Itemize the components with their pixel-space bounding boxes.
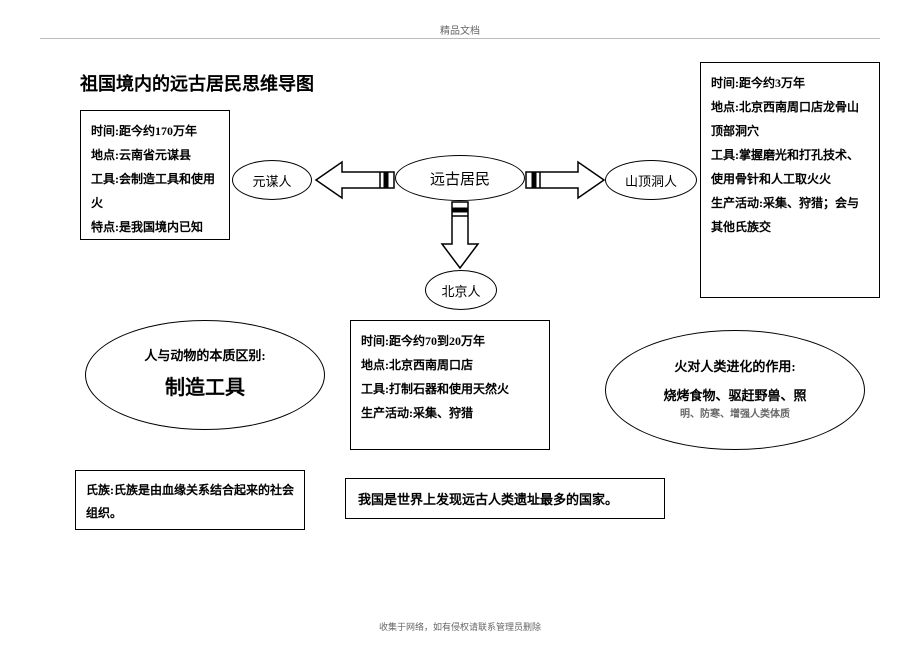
beijing-info-box: 时间:距今约70到20万年 地点:北京西南周口店 工具:打制石器和使用天然火 生… (350, 320, 550, 450)
arrow-right-icon (524, 158, 608, 202)
yuanmou-node: 元谋人 (232, 160, 312, 200)
arrow-down-icon (438, 200, 482, 272)
fire-line1: 火对人类进化的作用: (674, 357, 795, 378)
arrow-left-icon (312, 158, 396, 202)
shanding-node: 山顶洞人 (605, 160, 697, 200)
shanding-label: 山顶洞人 (625, 171, 677, 190)
doc-header: 精品文档 (440, 22, 480, 37)
center-node: 远古居民 (395, 155, 525, 201)
doc-footer: 收集于网络，如有侵权请联系管理员删除 (0, 620, 920, 633)
yuanmou-tool-label: 工具: (91, 172, 119, 186)
clan-box: 氏族:氏族是由血缘关系结合起来的社会组织。 (75, 470, 305, 530)
beijing-node: 北京人 (425, 270, 497, 310)
page-title: 祖国境内的远古居民思维导图 (80, 70, 314, 96)
bj-time: 距今约70到20万年 (389, 334, 485, 348)
sd-time: 距今约3万年 (739, 76, 805, 90)
sd-prod-label: 生产活动: (711, 196, 763, 210)
yuanmou-trait-label: 特点: (91, 220, 119, 234)
center-label: 远古居民 (430, 168, 490, 189)
bj-tool-label: 工具: (361, 382, 389, 396)
sd-time-label: 时间: (711, 76, 739, 90)
yuanmou-place: 云南省元谋县 (119, 148, 191, 162)
bj-time-label: 时间: (361, 334, 389, 348)
shanding-info-box: 时间:距今约3万年 地点:北京西南周口店龙骨山顶部洞穴 工具:掌握磨光和打孔技术… (700, 62, 880, 298)
yuanmou-place-label: 地点: (91, 148, 119, 162)
yuanmou-info-box: 时间:距今约170万年 地点:云南省元谋县 工具:会制造工具和使用火 特点:是我… (80, 110, 230, 240)
bj-prod: 采集、狩猎 (413, 406, 473, 420)
fire-ellipse: 火对人类进化的作用: 烧烤食物、驱赶野兽、照 明、防寒、增强人类体质 (605, 330, 865, 450)
essence-ellipse: 人与动物的本质区别: 制造工具 (85, 320, 325, 430)
bj-place: 北京西南周口店 (389, 358, 473, 372)
sd-tool-label: 工具: (711, 148, 739, 162)
yuanmou-time-label: 时间: (91, 124, 119, 138)
bj-place-label: 地点: (361, 358, 389, 372)
bj-prod-label: 生产活动: (361, 406, 413, 420)
fact-text: 我国是世界上发现远古人类遗址最多的国家。 (358, 492, 618, 507)
clan-text: 氏族是由血缘关系结合起来的社会组织。 (86, 483, 294, 520)
clan-label: 氏族: (86, 483, 114, 497)
sd-place-label: 地点: (711, 100, 739, 114)
header-divider (40, 38, 880, 39)
yuanmou-label: 元谋人 (252, 171, 291, 190)
yuanmou-time: 距今约170万年 (119, 124, 197, 138)
essence-line2: 制造工具 (165, 372, 245, 404)
essence-line1: 人与动物的本质区别: (144, 346, 265, 367)
beijing-label: 北京人 (441, 281, 480, 300)
fire-line2: 烧烤食物、驱赶野兽、照 (663, 386, 806, 407)
bj-tool: 打制石器和使用天然火 (389, 382, 509, 396)
fire-line3: 明、防寒、增强人类体质 (680, 407, 790, 423)
fact-callout: 我国是世界上发现远古人类遗址最多的国家。 (345, 478, 665, 519)
yuanmou-trait: 是我国境内已知 (119, 220, 203, 234)
